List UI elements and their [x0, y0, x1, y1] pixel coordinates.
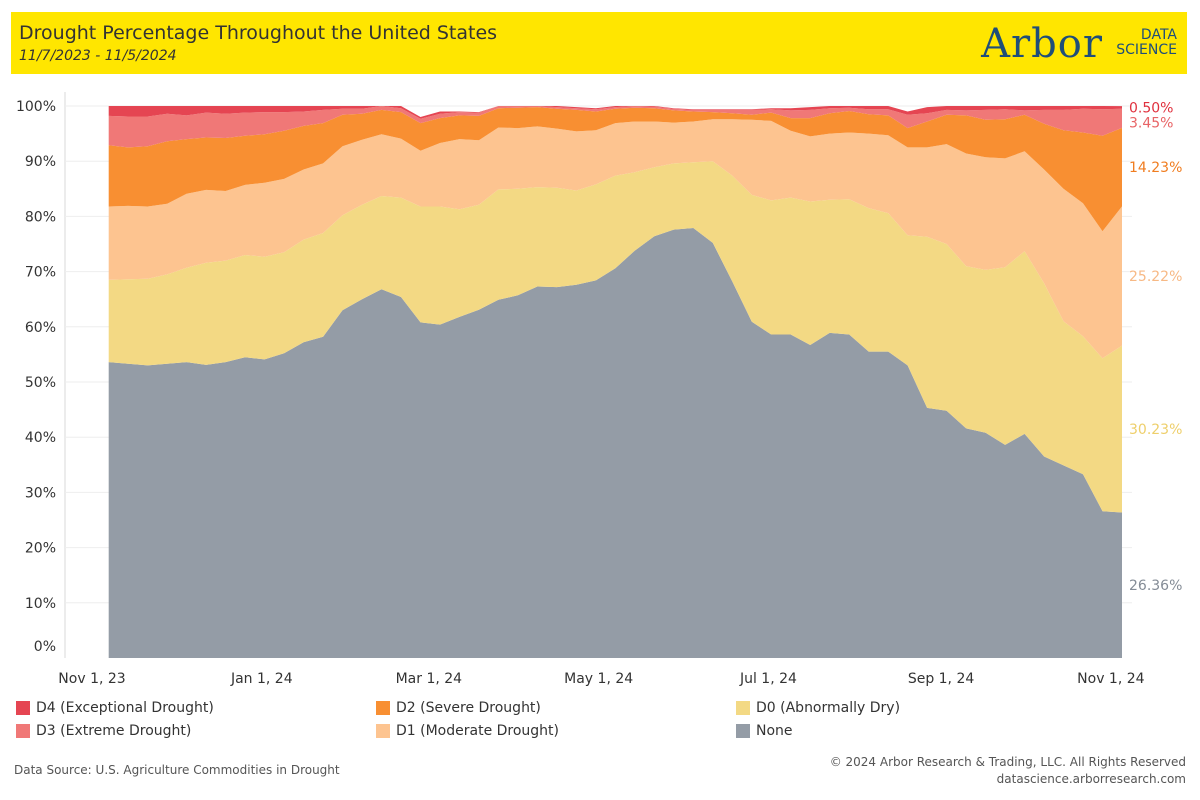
legend-item-d0[interactable]: D0 (Abnormally Dry) [736, 698, 900, 718]
legend-label-none: None [756, 723, 793, 739]
x-tick-label-4: Jul 1, 24 [739, 671, 797, 687]
legend-swatch-none [736, 724, 750, 738]
y-tick-label-0: 0% [34, 639, 56, 655]
chart-legend: D4 (Exceptional Drought) D3 (Extreme Dro… [16, 698, 1016, 744]
legend-label-d3: D3 (Extreme Drought) [36, 723, 192, 739]
legend-item-d3[interactable]: D3 (Extreme Drought) [16, 721, 191, 741]
end-label-d3: 3.45% [1129, 115, 1173, 131]
y-tick-label-20: 20% [25, 541, 56, 557]
y-tick-label-100: 100% [16, 99, 56, 115]
legend-swatch-d1 [376, 724, 390, 738]
area-series-none [108, 228, 1122, 658]
area-series-d4 [108, 106, 1122, 119]
y-tick-label-50: 50% [25, 375, 56, 391]
area-series-d1 [108, 119, 1122, 359]
end-label-d4: 0.50% [1129, 100, 1173, 116]
y-tick-label-30: 30% [25, 485, 56, 501]
website-link[interactable]: datascience.arborresearch.com [996, 772, 1186, 786]
y-tick-label-10: 10% [25, 596, 56, 612]
legend-label-d2: D2 (Severe Drought) [396, 700, 541, 716]
end-label-d1: 25.22% [1129, 269, 1182, 285]
drought-area-chart: 0% 10% 20% 30% 40% 50% 60% 70% 80% 90% 100% Nov 1, … [16, 92, 1182, 687]
legend-item-d1[interactable]: D1 (Moderate Drought) [376, 721, 559, 741]
legend-item-d4[interactable]: D4 (Exceptional Drought) [16, 698, 214, 718]
legend-item-d2[interactable]: D2 (Severe Drought) [376, 698, 541, 718]
y-tick-label-80: 80% [25, 209, 56, 225]
y-tick-label-60: 60% [25, 320, 56, 336]
x-tick-label-3: May 1, 24 [564, 671, 633, 687]
legend-label-d0: D0 (Abnormally Dry) [756, 700, 901, 716]
y-tick-label-90: 90% [25, 154, 56, 170]
end-label-d2: 14.23% [1129, 160, 1182, 176]
end-label-none: 26.36% [1129, 578, 1182, 594]
legend-swatch-d4 [16, 701, 30, 715]
legend-swatch-d2 [376, 701, 390, 715]
logo-line-science: SCIENCE [1116, 42, 1177, 58]
legend-label-d4: D4 (Exceptional Drought) [36, 700, 214, 716]
legend-swatch-d0 [736, 701, 750, 715]
logo-wordmark: Arbor [981, 21, 1103, 67]
end-label-d0: 30.23% [1129, 422, 1182, 438]
area-series-d0 [108, 161, 1122, 513]
data-source-note: Data Source: U.S. Agriculture Commoditie… [14, 763, 340, 777]
y-tick-label-70: 70% [25, 265, 56, 281]
y-tick-label-40: 40% [25, 430, 56, 446]
x-tick-label-6: Nov 1, 24 [1077, 671, 1144, 687]
x-tick-label-1: Jan 1, 24 [230, 671, 293, 687]
legend-label-d1: D1 (Moderate Drought) [396, 723, 560, 739]
x-tick-label-5: Sep 1, 24 [908, 671, 975, 687]
arbor-logo: Arbor DATA SCIENCE [981, 22, 1177, 66]
copyright-block: © 2024 Arbor Research & Trading, LLC. Al… [830, 754, 1186, 788]
logo-line-data: DATA [1140, 27, 1177, 43]
x-tick-label-0: Nov 1, 23 [58, 671, 125, 687]
chart-date-range: 11/7/2023 - 11/5/2024 [19, 48, 177, 64]
copyright-text: © 2024 Arbor Research & Trading, LLC. Al… [829, 755, 1186, 769]
legend-swatch-d3 [16, 724, 30, 738]
area-series-d2 [108, 107, 1122, 232]
x-tick-label-2: Mar 1, 24 [396, 671, 463, 687]
chart-title: Drought Percentage Throughout the United… [19, 22, 498, 44]
legend-item-none[interactable]: None [736, 721, 793, 741]
header-banner: Drought Percentage Throughout the United… [11, 12, 1187, 74]
